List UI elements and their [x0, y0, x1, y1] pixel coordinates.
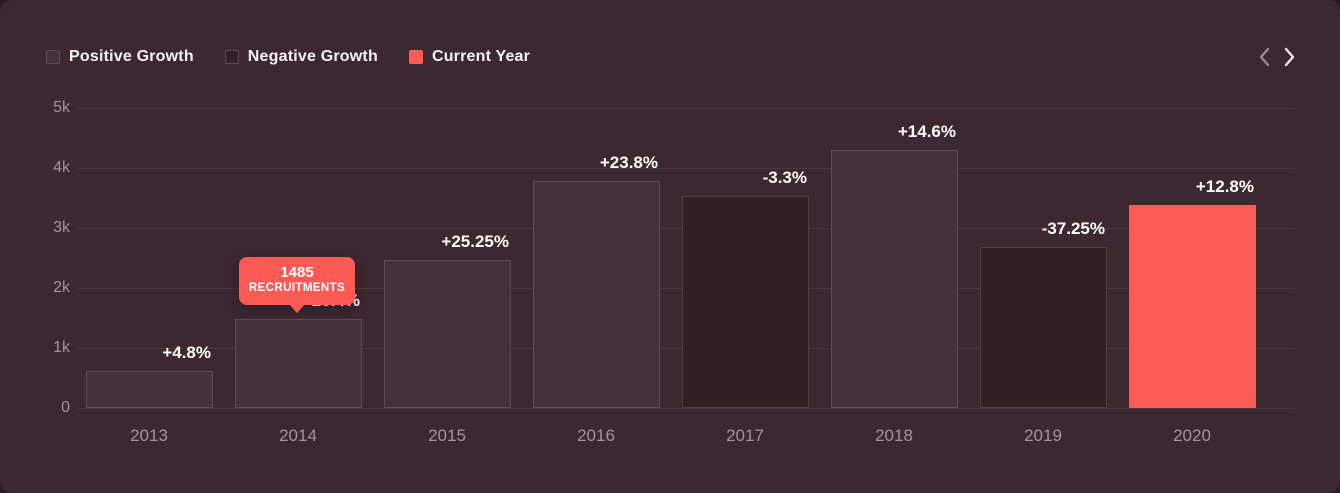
growth-label-2020: +12.8%	[1195, 177, 1254, 197]
gridline	[78, 108, 1295, 109]
bar-2017[interactable]	[682, 196, 809, 408]
growth-label-2018: +14.6%	[897, 122, 956, 141]
bar-2014[interactable]	[235, 318, 362, 408]
bar-2020[interactable]	[1129, 205, 1256, 408]
x-axis-tick-2015: 2015	[428, 426, 466, 445]
x-axis-tick-2020: 2020	[1173, 426, 1211, 445]
growth-label-2013: +4.8%	[162, 342, 211, 362]
legend-label: Current Year	[431, 48, 531, 65]
y-axis-tick: 2k	[53, 279, 70, 296]
chevron-right-icon[interactable]	[1283, 47, 1296, 67]
current-year-swatch-icon	[408, 50, 423, 64]
growth-label-2016: +23.8%	[599, 153, 658, 173]
y-axis-tick: 1k	[53, 339, 70, 356]
chart-legend: Positive Growth Negative Growth Current …	[46, 48, 561, 66]
growth-label-2015: +25.25%	[441, 231, 509, 251]
bar-2018[interactable]	[831, 150, 958, 408]
bar-2016[interactable]	[533, 181, 660, 408]
bar-2015[interactable]	[384, 259, 511, 408]
legend-item-negative-growth[interactable]: Negative Growth	[224, 48, 378, 66]
legend-label: Negative Growth	[247, 48, 378, 65]
x-axis-tick-2019: 2019	[1024, 426, 1062, 445]
chart-pagination	[1258, 47, 1296, 67]
legend-label: Positive Growth	[69, 48, 194, 65]
x-axis-tick-2014: 2014	[279, 426, 317, 445]
x-axis-tick-2018: 2018	[875, 426, 913, 445]
tooltip: 1485 RECRUITMENTS	[239, 257, 355, 305]
x-axis-tick-2013: 2013	[130, 426, 168, 445]
y-axis-tick: 3k	[53, 219, 70, 236]
positive-growth-swatch-icon	[46, 50, 60, 64]
bar-2013[interactable]	[86, 370, 213, 408]
legend-item-positive-growth[interactable]: Positive Growth	[46, 48, 194, 66]
tooltip-value: 1485	[280, 264, 314, 281]
growth-label-2019: -37.25%	[1041, 219, 1105, 239]
gridline	[78, 408, 1295, 409]
x-axis-tick-2016: 2016	[577, 426, 615, 445]
y-axis-tick: 0	[61, 399, 70, 416]
x-axis-tick-2017: 2017	[726, 426, 764, 445]
growth-label-2017: -3.3%	[762, 168, 807, 188]
gridline	[78, 168, 1295, 169]
bar-2019[interactable]	[980, 247, 1107, 408]
tooltip-label: RECRUITMENTS	[248, 282, 346, 294]
y-axis-tick: 5k	[53, 99, 70, 116]
negative-growth-swatch-icon	[224, 50, 239, 64]
legend-item-current-year[interactable]: Current Year	[408, 48, 531, 66]
y-axis-tick: 4k	[53, 159, 70, 176]
chevron-left-icon[interactable]	[1258, 47, 1271, 67]
